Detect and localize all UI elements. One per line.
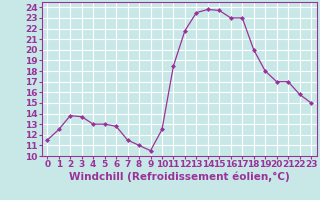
X-axis label: Windchill (Refroidissement éolien,°C): Windchill (Refroidissement éolien,°C) [69, 172, 290, 182]
